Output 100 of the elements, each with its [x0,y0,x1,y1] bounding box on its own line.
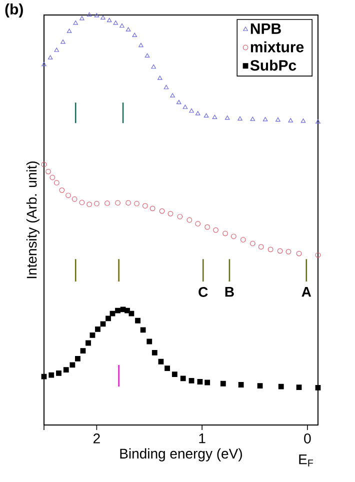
point [59,187,65,193]
point [48,55,53,60]
x-tick-label: 2 [94,434,100,444]
point [115,308,120,314]
point [278,384,284,390]
point [204,113,209,118]
point [94,13,100,18]
point [95,326,100,332]
point [186,217,192,223]
point [164,84,169,90]
legend-label: NPB [250,24,281,34]
point [212,114,218,119]
annotation: C [198,287,208,297]
point [75,356,80,362]
annotation: A [302,287,312,297]
point [110,310,116,316]
point [238,382,244,388]
y-axis-title: Intensity (Arb. unit) [26,161,40,278]
point [41,374,47,380]
point [150,206,156,212]
point [72,196,78,202]
point [164,366,170,372]
point [152,350,158,356]
point [188,378,194,384]
point [276,117,280,122]
point [296,250,302,256]
point [135,318,140,324]
point [79,200,85,206]
point [286,248,292,254]
point [250,240,256,246]
point [100,15,106,20]
point [41,162,47,168]
point [73,20,78,25]
annotation: B [225,287,234,297]
point [182,104,188,109]
point [115,200,120,206]
point [258,244,264,250]
point [230,234,236,240]
point [106,18,112,22]
point [300,118,306,123]
text: E$_{F}$ [299,454,314,466]
point [54,180,60,186]
point [220,380,226,386]
point [56,370,62,376]
point [86,12,92,17]
point [80,16,84,20]
point [172,372,178,378]
point [250,116,256,121]
point [66,28,72,33]
point [213,227,218,233]
point [66,192,71,198]
x-axis-title: Binding energy (eV) [120,448,242,462]
point [60,40,66,44]
point [197,379,203,384]
point [177,214,183,220]
point [70,362,76,368]
point [195,111,200,116]
point [134,200,140,206]
point [140,327,146,333]
legend-label: SubPc [250,60,296,71]
point [120,23,124,28]
point [46,168,51,174]
text: (b) [5,4,23,18]
point [224,116,230,120]
point [146,338,152,344]
point [63,367,69,373]
x-tick-label: 0 [304,434,311,444]
point [48,372,54,378]
point [126,27,131,32]
point [80,348,86,354]
x-tick-label: 1 [199,434,206,444]
point [104,200,110,206]
point [315,385,321,390]
point [268,246,274,252]
point [132,32,137,37]
point [124,308,130,314]
point [106,316,111,322]
point [240,237,246,242]
point [180,376,186,382]
point [176,100,182,104]
point [138,42,144,48]
point [288,118,293,122]
point [204,224,210,230]
point [54,48,60,52]
point [195,221,201,226]
point [277,248,283,254]
legend-label: mixture [250,41,304,52]
point [151,64,156,69]
point [158,76,162,80]
point [142,203,148,209]
point [94,200,100,206]
point [86,340,91,346]
point [189,108,194,113]
point [159,208,165,214]
point [126,200,131,206]
point [90,332,96,338]
point [257,383,263,389]
point [170,93,175,98]
point [42,62,46,66]
point [238,116,242,120]
